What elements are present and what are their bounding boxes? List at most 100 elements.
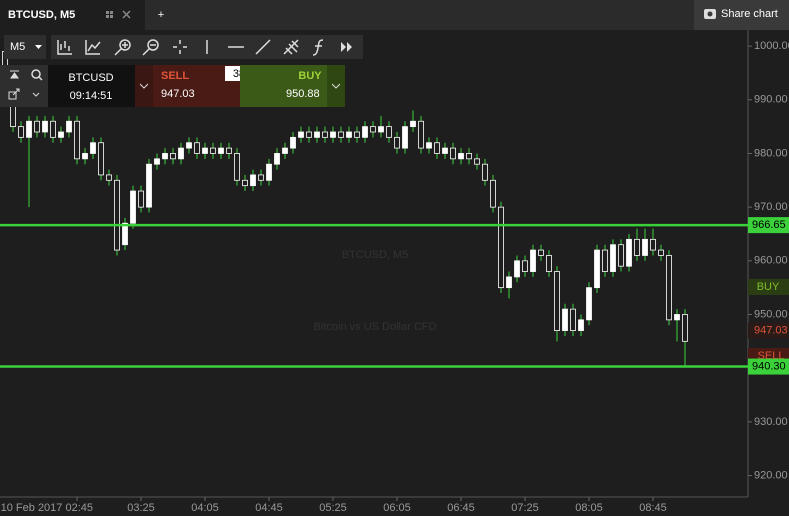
x-tick-label: 10 Feb 2017 02:45 bbox=[1, 502, 93, 514]
candle-body bbox=[642, 238, 648, 256]
candle-body bbox=[658, 249, 664, 256]
collapse-icon[interactable] bbox=[10, 70, 19, 79]
buy-label: BUY bbox=[298, 70, 322, 82]
candle-body bbox=[458, 153, 464, 160]
candle-body bbox=[570, 308, 576, 331]
candle-body bbox=[410, 120, 416, 128]
candle-body bbox=[474, 158, 480, 165]
candle-body bbox=[98, 142, 104, 176]
candle-body bbox=[162, 153, 168, 160]
level-label: 940.30 bbox=[752, 360, 786, 372]
level-tag bbox=[748, 217, 789, 234]
candle-body bbox=[546, 255, 552, 272]
candle-body bbox=[258, 174, 264, 181]
candle-body bbox=[426, 142, 432, 149]
tool-bars[interactable] bbox=[57, 40, 72, 55]
candle-body bbox=[466, 153, 472, 160]
candle-body bbox=[282, 147, 288, 154]
clock: 09:14:51 bbox=[70, 90, 113, 102]
candle-body bbox=[266, 163, 272, 181]
tab-icons[interactable] bbox=[106, 11, 113, 18]
x-tick-label: 04:45 bbox=[255, 502, 283, 514]
candle-body bbox=[18, 126, 24, 138]
buy-marker-label: BUY bbox=[757, 281, 780, 293]
buy-price: 950.88 bbox=[286, 88, 320, 100]
qty-arrow bbox=[331, 83, 341, 89]
price-axis bbox=[748, 30, 789, 516]
candle-body bbox=[586, 287, 592, 321]
candle-body bbox=[394, 136, 400, 149]
candle-body bbox=[42, 120, 48, 133]
candle-body bbox=[434, 142, 440, 154]
watermark-title: BTCUSD, M5 bbox=[342, 249, 409, 261]
candle-body bbox=[514, 260, 520, 278]
tool-fib[interactable] bbox=[283, 39, 299, 55]
expand-icon[interactable] bbox=[32, 92, 40, 97]
candle-body bbox=[634, 238, 640, 256]
tool-line[interactable] bbox=[85, 40, 101, 55]
candle-body bbox=[66, 120, 72, 133]
candle-body bbox=[538, 249, 544, 256]
tool-zoom-out[interactable] bbox=[142, 39, 159, 56]
candle-body bbox=[450, 147, 456, 160]
tool-trend[interactable] bbox=[255, 39, 271, 55]
candle-body bbox=[170, 153, 176, 160]
candle-body bbox=[522, 260, 528, 272]
candle-body bbox=[194, 142, 200, 154]
candle-body bbox=[210, 147, 216, 154]
candle-body bbox=[682, 314, 688, 342]
add-tab[interactable] bbox=[146, 0, 178, 30]
sell-label: SELL bbox=[161, 70, 189, 82]
symbol-box bbox=[48, 65, 135, 107]
candle-body bbox=[370, 126, 376, 133]
candle-body bbox=[50, 120, 56, 138]
sell-price: 947.03 bbox=[161, 88, 195, 100]
price-tag bbox=[748, 322, 789, 339]
candle-body bbox=[34, 120, 40, 133]
candle-body bbox=[386, 126, 392, 138]
sell-qty[interactable] bbox=[135, 65, 153, 107]
candle-body bbox=[674, 314, 680, 321]
candle-body bbox=[138, 190, 144, 208]
candle-body bbox=[290, 136, 296, 149]
candle-body bbox=[594, 249, 600, 289]
x-tick-label: 06:45 bbox=[447, 502, 475, 514]
level-tag bbox=[748, 358, 789, 375]
candle-body bbox=[250, 174, 256, 187]
buy-qty[interactable] bbox=[327, 65, 345, 107]
candle-body bbox=[226, 147, 232, 154]
tab[interactable] bbox=[0, 0, 145, 30]
search-icon[interactable] bbox=[31, 69, 41, 79]
x-tick-label: 06:05 bbox=[383, 502, 411, 514]
tab-close[interactable] bbox=[122, 10, 131, 19]
y-tick-label: 930.00 bbox=[754, 416, 788, 428]
trade-widget: BTCUSD 09:14:51 SELL 947.03 385 BUY 950.… bbox=[0, 65, 345, 107]
candle-body bbox=[202, 147, 208, 154]
candle-body bbox=[106, 174, 112, 181]
candle-body bbox=[186, 142, 192, 149]
candle-body bbox=[122, 222, 128, 246]
tool-zoom-in[interactable] bbox=[114, 39, 131, 56]
candle-body bbox=[378, 126, 384, 133]
camera-lens bbox=[707, 11, 713, 17]
buy-button[interactable] bbox=[240, 65, 327, 107]
x-tick-label: 07:25 bbox=[511, 502, 539, 514]
x-tick-label: 03:25 bbox=[127, 502, 155, 514]
level-label: 966.65 bbox=[752, 219, 786, 231]
watermark-subtitle: Bitcoin vs US Dollar CFD bbox=[314, 321, 437, 333]
x-tick-label: 08:05 bbox=[575, 502, 603, 514]
candle-body bbox=[82, 153, 88, 160]
interval-label: M5 bbox=[10, 41, 25, 53]
share-label: Share chart bbox=[721, 8, 778, 20]
candle-body bbox=[242, 179, 248, 187]
tool-function[interactable] bbox=[312, 39, 324, 56]
candle-body bbox=[490, 179, 496, 208]
x-tick-label: 08:45 bbox=[639, 502, 667, 514]
popout-icon[interactable] bbox=[8, 88, 20, 100]
candle-body bbox=[322, 131, 328, 138]
tool-crosshair[interactable] bbox=[173, 40, 187, 54]
y-tick-label: 980.00 bbox=[754, 147, 788, 159]
tool-forward[interactable] bbox=[341, 42, 352, 52]
symbol: BTCUSD bbox=[68, 72, 113, 84]
